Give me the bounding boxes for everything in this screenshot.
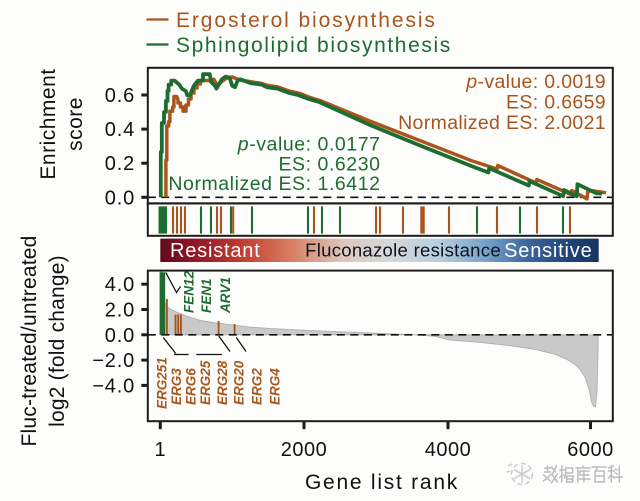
- svg-text:ERG4: ERG4: [267, 368, 282, 405]
- svg-text:Fluc-treated/untreated: Fluc-treated/untreated: [18, 235, 41, 446]
- svg-text:Normalized ES: 1.6412: Normalized ES: 1.6412: [168, 173, 380, 195]
- svg-text:FEN1: FEN1: [199, 278, 214, 313]
- svg-text:ES: 0.6230: ES: 0.6230: [279, 154, 381, 176]
- svg-text:1: 1: [154, 439, 166, 461]
- svg-text:ERG2: ERG2: [249, 368, 264, 405]
- svg-text:ERG3: ERG3: [169, 368, 184, 405]
- svg-text:2000: 2000: [281, 439, 328, 461]
- svg-text:Gene list rank: Gene list rank: [305, 471, 459, 494]
- svg-text:Enrichment: Enrichment: [37, 68, 60, 179]
- svg-text:p-value: 0.0177: p-value: 0.0177: [237, 134, 381, 156]
- svg-text:Sphingolipid biosynthesis: Sphingolipid biosynthesis: [176, 34, 452, 57]
- svg-text:Fluconazole resistance: Fluconazole resistance: [305, 240, 501, 261]
- svg-text:0.0: 0.0: [105, 325, 135, 347]
- svg-text:0.4: 0.4: [105, 119, 135, 141]
- svg-text:score: score: [64, 97, 87, 151]
- svg-text:2.0: 2.0: [105, 300, 135, 322]
- svg-text:−4.0: −4.0: [92, 375, 135, 397]
- svg-text:log2 (fold change): log2 (fold change): [46, 255, 69, 427]
- svg-text:ERG28: ERG28: [215, 360, 230, 405]
- svg-text:4000: 4000: [425, 439, 472, 461]
- svg-text:FEN12: FEN12: [181, 270, 196, 313]
- svg-text:ERG20: ERG20: [231, 360, 246, 405]
- svg-text:−2.0: −2.0: [92, 350, 135, 372]
- svg-text:p-value: 0.0019: p-value: 0.0019: [465, 71, 606, 93]
- svg-text:ERG6: ERG6: [183, 368, 198, 405]
- svg-text:0.0: 0.0: [105, 187, 135, 209]
- svg-text:Ergosterol biosynthesis: Ergosterol biosynthesis: [176, 9, 437, 32]
- svg-text:0.6: 0.6: [105, 85, 135, 107]
- svg-text:Normalized ES: 2.0021: Normalized ES: 2.0021: [398, 112, 606, 134]
- svg-text:6000: 6000: [567, 439, 614, 461]
- svg-text:Sensitive: Sensitive: [504, 240, 592, 262]
- svg-text:ES: 0.6659: ES: 0.6659: [506, 92, 606, 114]
- svg-text:ARV1: ARV1: [218, 277, 233, 314]
- svg-text:0.2: 0.2: [105, 153, 135, 175]
- svg-text:ERG251: ERG251: [154, 357, 169, 409]
- svg-text:Resistant: Resistant: [170, 240, 261, 262]
- svg-text:4.0: 4.0: [105, 274, 135, 296]
- svg-text:ERG25: ERG25: [198, 360, 213, 405]
